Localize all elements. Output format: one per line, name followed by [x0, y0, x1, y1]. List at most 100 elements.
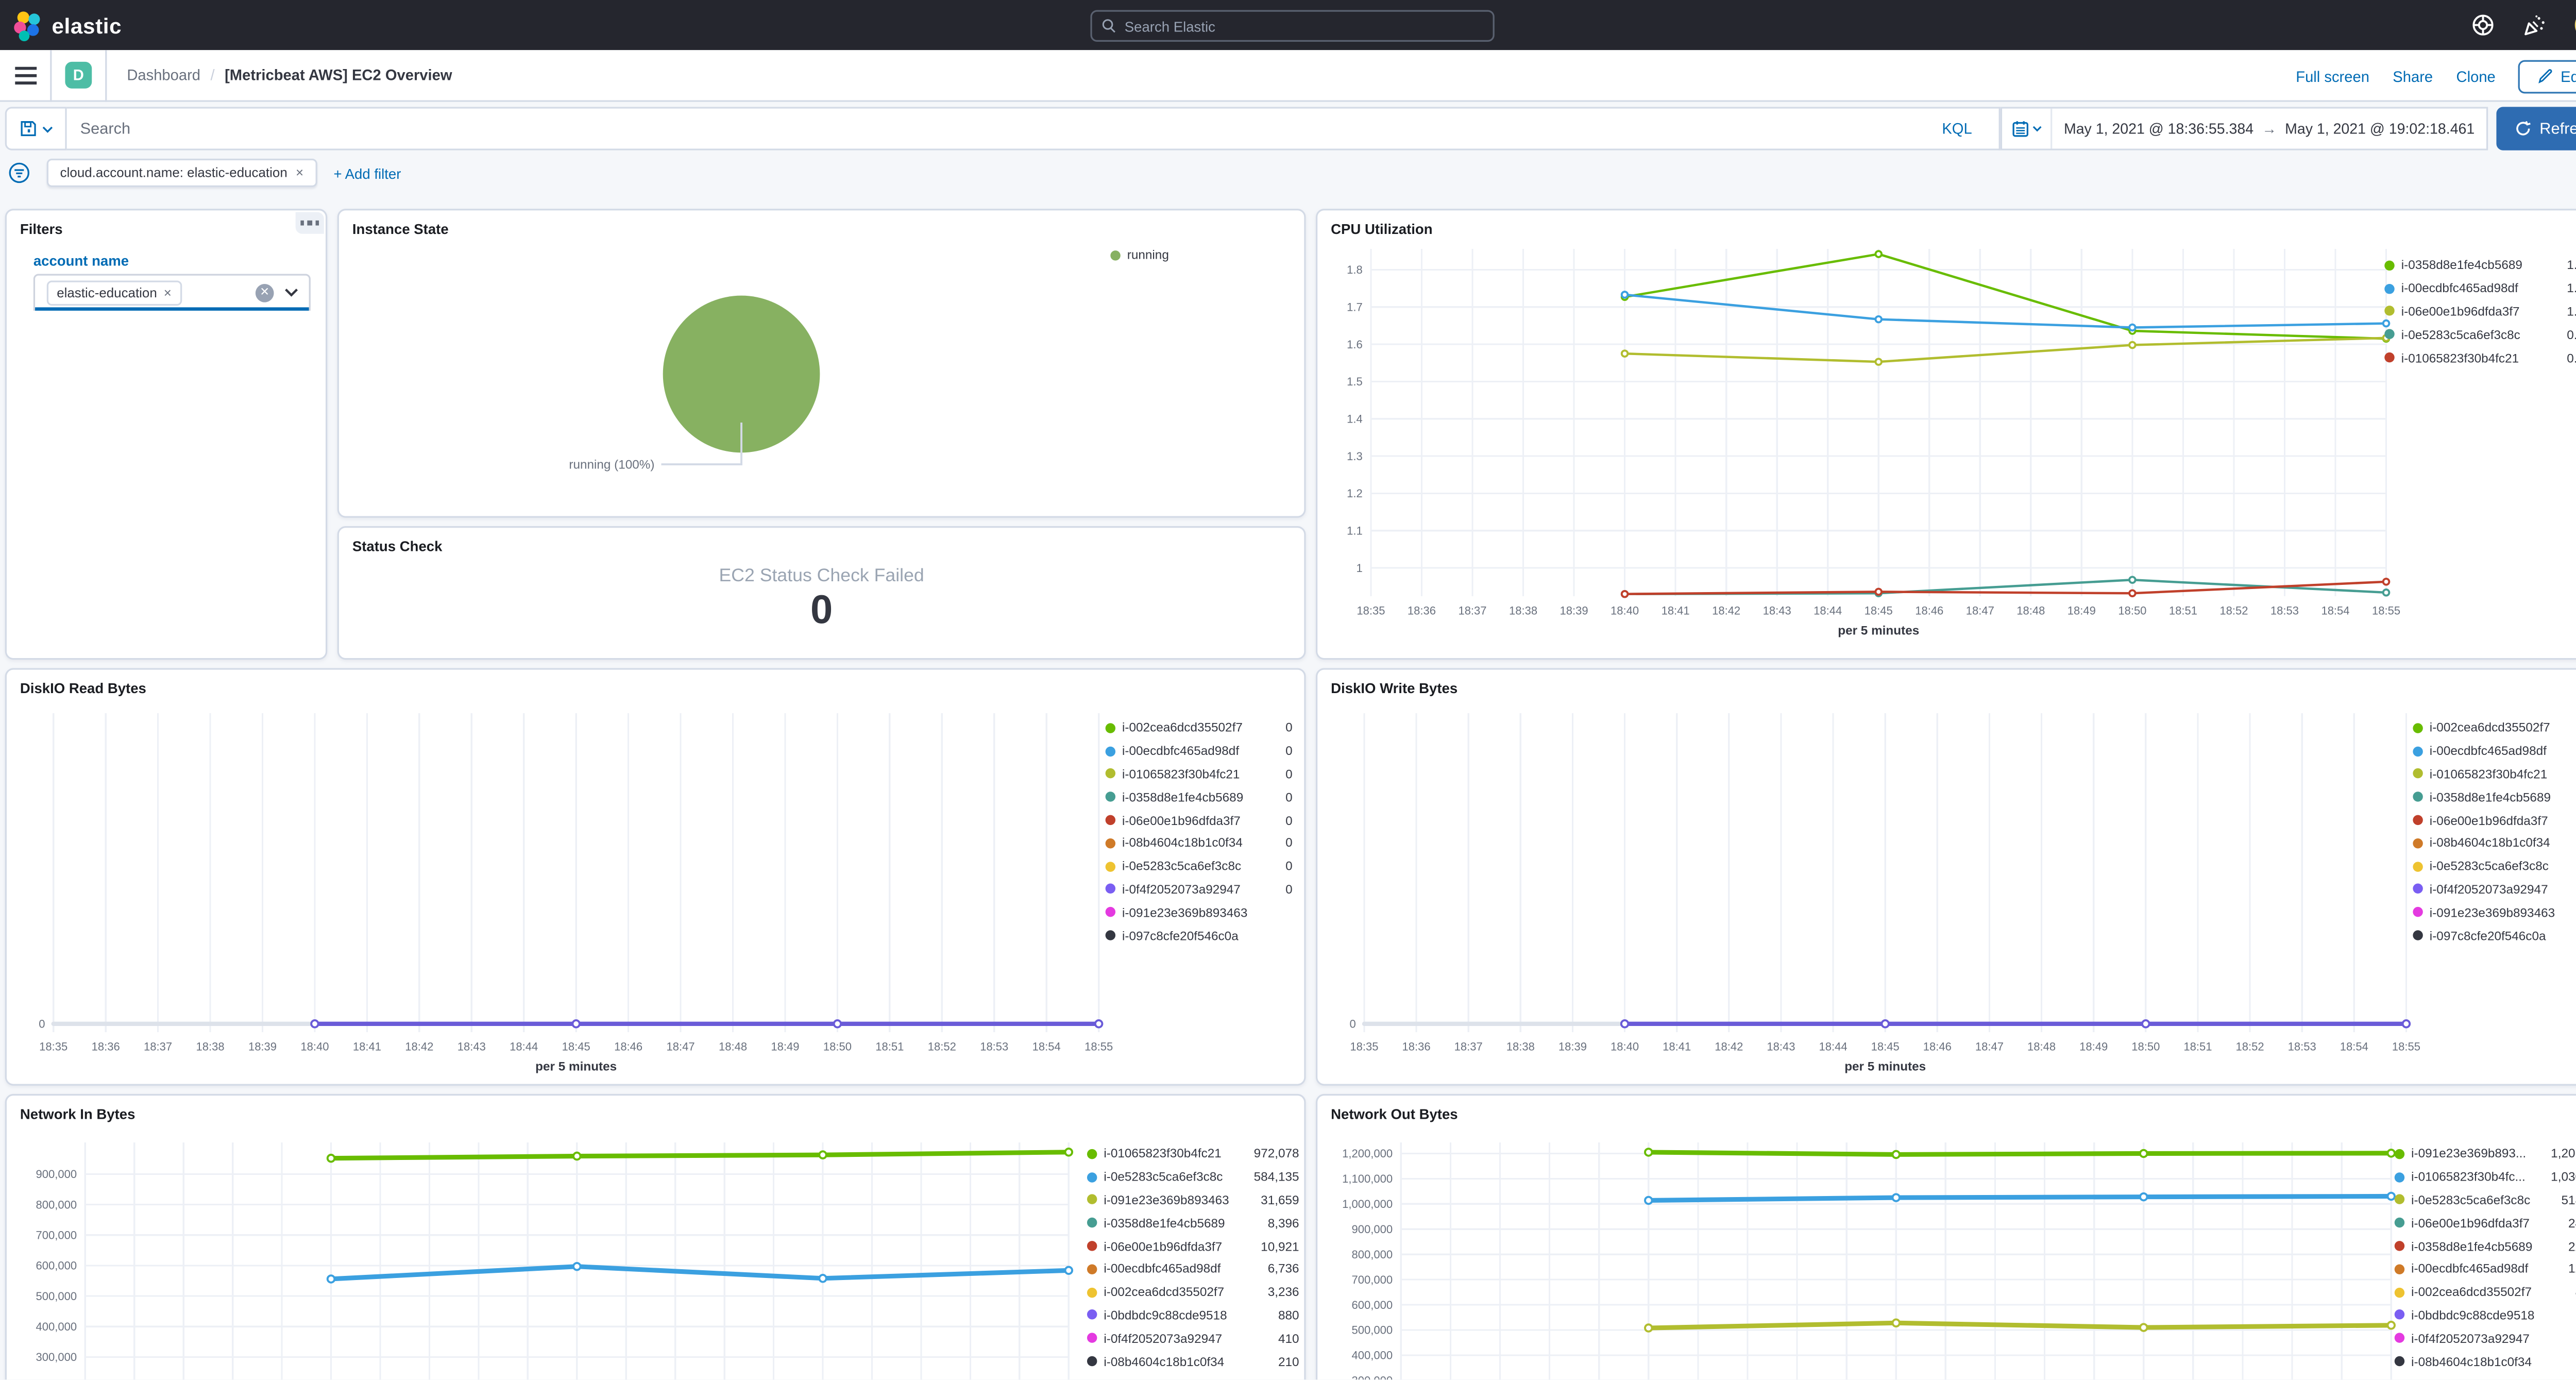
selected-option-pill[interactable]: elastic-education ×: [46, 279, 182, 305]
full-screen-button[interactable]: Full screen: [2296, 68, 2369, 85]
remove-option-icon[interactable]: ×: [163, 284, 172, 300]
legend-item[interactable]: running: [1110, 244, 1210, 267]
legend-item[interactable]: i-01065823f30b4fc21 972,078: [1087, 1142, 1299, 1166]
diskio-read-chart[interactable]: 0 18:35 18:36 18:37 18:38 18:39 18:40 18:41 18:4…: [7, 670, 1304, 1084]
legend-item[interactable]: i-091e23e369b893... 1,201,252: [2394, 1142, 2576, 1166]
legend-item[interactable]: i-0f4f2052073a92947208: [2394, 1327, 2576, 1350]
legend-color-dot: [2384, 306, 2395, 317]
legend-item[interactable]: i-002cea6dcd35502f7 8,779: [2394, 1281, 2576, 1304]
share-button[interactable]: Share: [2393, 68, 2433, 85]
legend-item[interactable]: i-06e00e1b96dfda3f7 10,921: [1087, 1235, 1299, 1258]
date-from[interactable]: May 1, 2021 @ 18:36:55.384: [2063, 120, 2254, 137]
pie-slice-running[interactable]: [663, 295, 820, 453]
legend-color-dot: [2394, 1333, 2405, 1343]
legend-item[interactable]: i-0bdbdc9c88cde9518589: [2394, 1304, 2576, 1327]
legend-label: i-091e23e369b893463: [1104, 1192, 1229, 1208]
legend-item[interactable]: i-0358d8e1fe4cb5689 1.615: [2384, 254, 2576, 277]
panel-options-icon[interactable]: [295, 212, 324, 234]
legend-item[interactable]: i-0e5283c5ca6ef3c8c 518,769: [2394, 1188, 2576, 1211]
date-to[interactable]: May 1, 2021 @ 19:02:18.461: [2285, 120, 2475, 137]
legend-item[interactable]: i-0f4f2052073a92947 410: [1087, 1327, 1299, 1350]
legend-item[interactable]: i-06e00e1b96dfda3f7 1.617: [2384, 300, 2576, 323]
account-name-combobox[interactable]: elastic-education × ✕: [33, 274, 311, 311]
diskio-write-chart[interactable]: 0 18:35 18:36 18:37 18:38 18:39 18:40 18:41 18:4…: [1317, 670, 2576, 1084]
network-out-chart[interactable]: 300,000 400,000 500,000 600,000 700,000 800,0…: [1317, 1096, 2576, 1380]
saved-query-menu[interactable]: [5, 107, 67, 150]
svg-text:1,100,000: 1,100,000: [1342, 1172, 1393, 1185]
legend-label: i-01065823f30b4fc21: [1104, 1146, 1222, 1162]
svg-text:18:37: 18:37: [144, 1040, 172, 1053]
legend-item[interactable]: i-002cea6dcd35502f7 3,236: [1087, 1281, 1299, 1304]
legend-color-dot: [2394, 1287, 2405, 1298]
legend-item[interactable]: i-00ecdbfc465ad98df 12,176: [2394, 1257, 2576, 1281]
panel-title: Filters: [20, 220, 63, 238]
space-switcher[interactable]: D: [52, 49, 105, 101]
svg-text:600,000: 600,000: [1351, 1299, 1393, 1311]
svg-text:18:42: 18:42: [405, 1040, 433, 1053]
legend-item[interactable]: i-0e5283c5ca6ef3c8c 584,135: [1087, 1166, 1299, 1189]
legend-item[interactable]: i-08b4604c18b1c0f34 210: [1087, 1350, 1299, 1373]
newsfeed-icon[interactable]: [2523, 13, 2546, 37]
legend-label: i-00ecdbfc465ad98df: [1122, 743, 1240, 759]
clone-button[interactable]: Clone: [2456, 68, 2496, 85]
legend-item[interactable]: i-08b4604c18b1c0f34196: [2394, 1350, 2576, 1373]
legend-item[interactable]: i-06e00e1b96dfda3f7 24,685: [2394, 1211, 2576, 1235]
breadcrumb-dashboard-link[interactable]: Dashboard: [127, 66, 201, 84]
network-out-legend: i-091e23e369b893... 1,201,252 i-01065823f3…: [2394, 1142, 2576, 1373]
kql-language-button[interactable]: KQL: [1942, 120, 1972, 137]
legend-item[interactable]: i-091e23e369b893463: [1105, 901, 1293, 924]
legend-item[interactable]: i-091e23e369b893463 31,659: [1087, 1188, 1299, 1211]
remove-filter-icon[interactable]: ×: [295, 165, 304, 181]
svg-text:18:54: 18:54: [2340, 1040, 2368, 1053]
legend-item[interactable]: i-00ecdbfc465ad98df 1.656: [2384, 277, 2576, 300]
legend-item[interactable]: i-0358d8e1fe4cb5689 22,498: [2394, 1235, 2576, 1258]
legend-item[interactable]: i-0bdbdc9c88cde9518 880: [1087, 1304, 1299, 1327]
legend-color-dot: [1087, 1264, 1097, 1274]
refresh-button[interactable]: Refresh: [2496, 107, 2576, 150]
svg-text:18:52: 18:52: [2219, 604, 2248, 617]
filter-menu-icon[interactable]: [8, 162, 30, 183]
query-input[interactable]: [80, 119, 1929, 138]
filter-pill[interactable]: cloud.account.name: elastic-education ×: [46, 158, 317, 188]
global-search-input[interactable]: [1124, 18, 1483, 35]
legend-label: i-097c8cfe20f546c0a: [1122, 928, 1239, 943]
date-quick-menu[interactable]: [2002, 108, 2053, 149]
add-filter-button[interactable]: + Add filter: [333, 164, 401, 181]
edit-button[interactable]: Edit: [2519, 59, 2576, 93]
network-in-chart[interactable]: 300,000 400,000 500,000 600,000 700,000 800,0…: [7, 1096, 1304, 1380]
legend-item[interactable]: i-091e23e369b893463: [2413, 901, 2576, 924]
legend-item[interactable]: i-01065823f30b4fc21 0.963: [2384, 346, 2576, 369]
chevron-down-icon[interactable]: [284, 287, 299, 297]
instance-state-pie[interactable]: running (100%): [339, 210, 1304, 516]
legend-item[interactable]: i-097c8cfe20f546c0a: [1105, 924, 1293, 947]
cpu-chart[interactable]: 1 1.1 1.2 1.3 1.4 1.5 1.6 1.7 1.8 18:35 18:36 18:37…: [1317, 210, 2576, 658]
legend-item[interactable]: i-097c8cfe20f546c0a: [2413, 924, 2576, 947]
elastic-logo[interactable]: elastic: [13, 9, 122, 41]
legend-item[interactable]: i-00ecdbfc465ad98df 6,736: [1087, 1257, 1299, 1281]
help-icon[interactable]: [2471, 13, 2495, 37]
global-search[interactable]: [1090, 10, 1495, 42]
divider: [105, 49, 107, 102]
clear-selection-icon[interactable]: ✕: [255, 283, 274, 302]
user-avatar[interactable]: m: [2574, 10, 2576, 40]
legend-item[interactable]: i-0358d8e1fe4cb5689 8,396: [1087, 1211, 1299, 1235]
legend-item[interactable]: i-0e5283c5ca6ef3c8c 0.934: [2384, 323, 2576, 346]
legend-item[interactable]: i-01065823f30b4fc... 1,030,384: [2394, 1166, 2576, 1189]
menu-button[interactable]: [0, 49, 50, 101]
